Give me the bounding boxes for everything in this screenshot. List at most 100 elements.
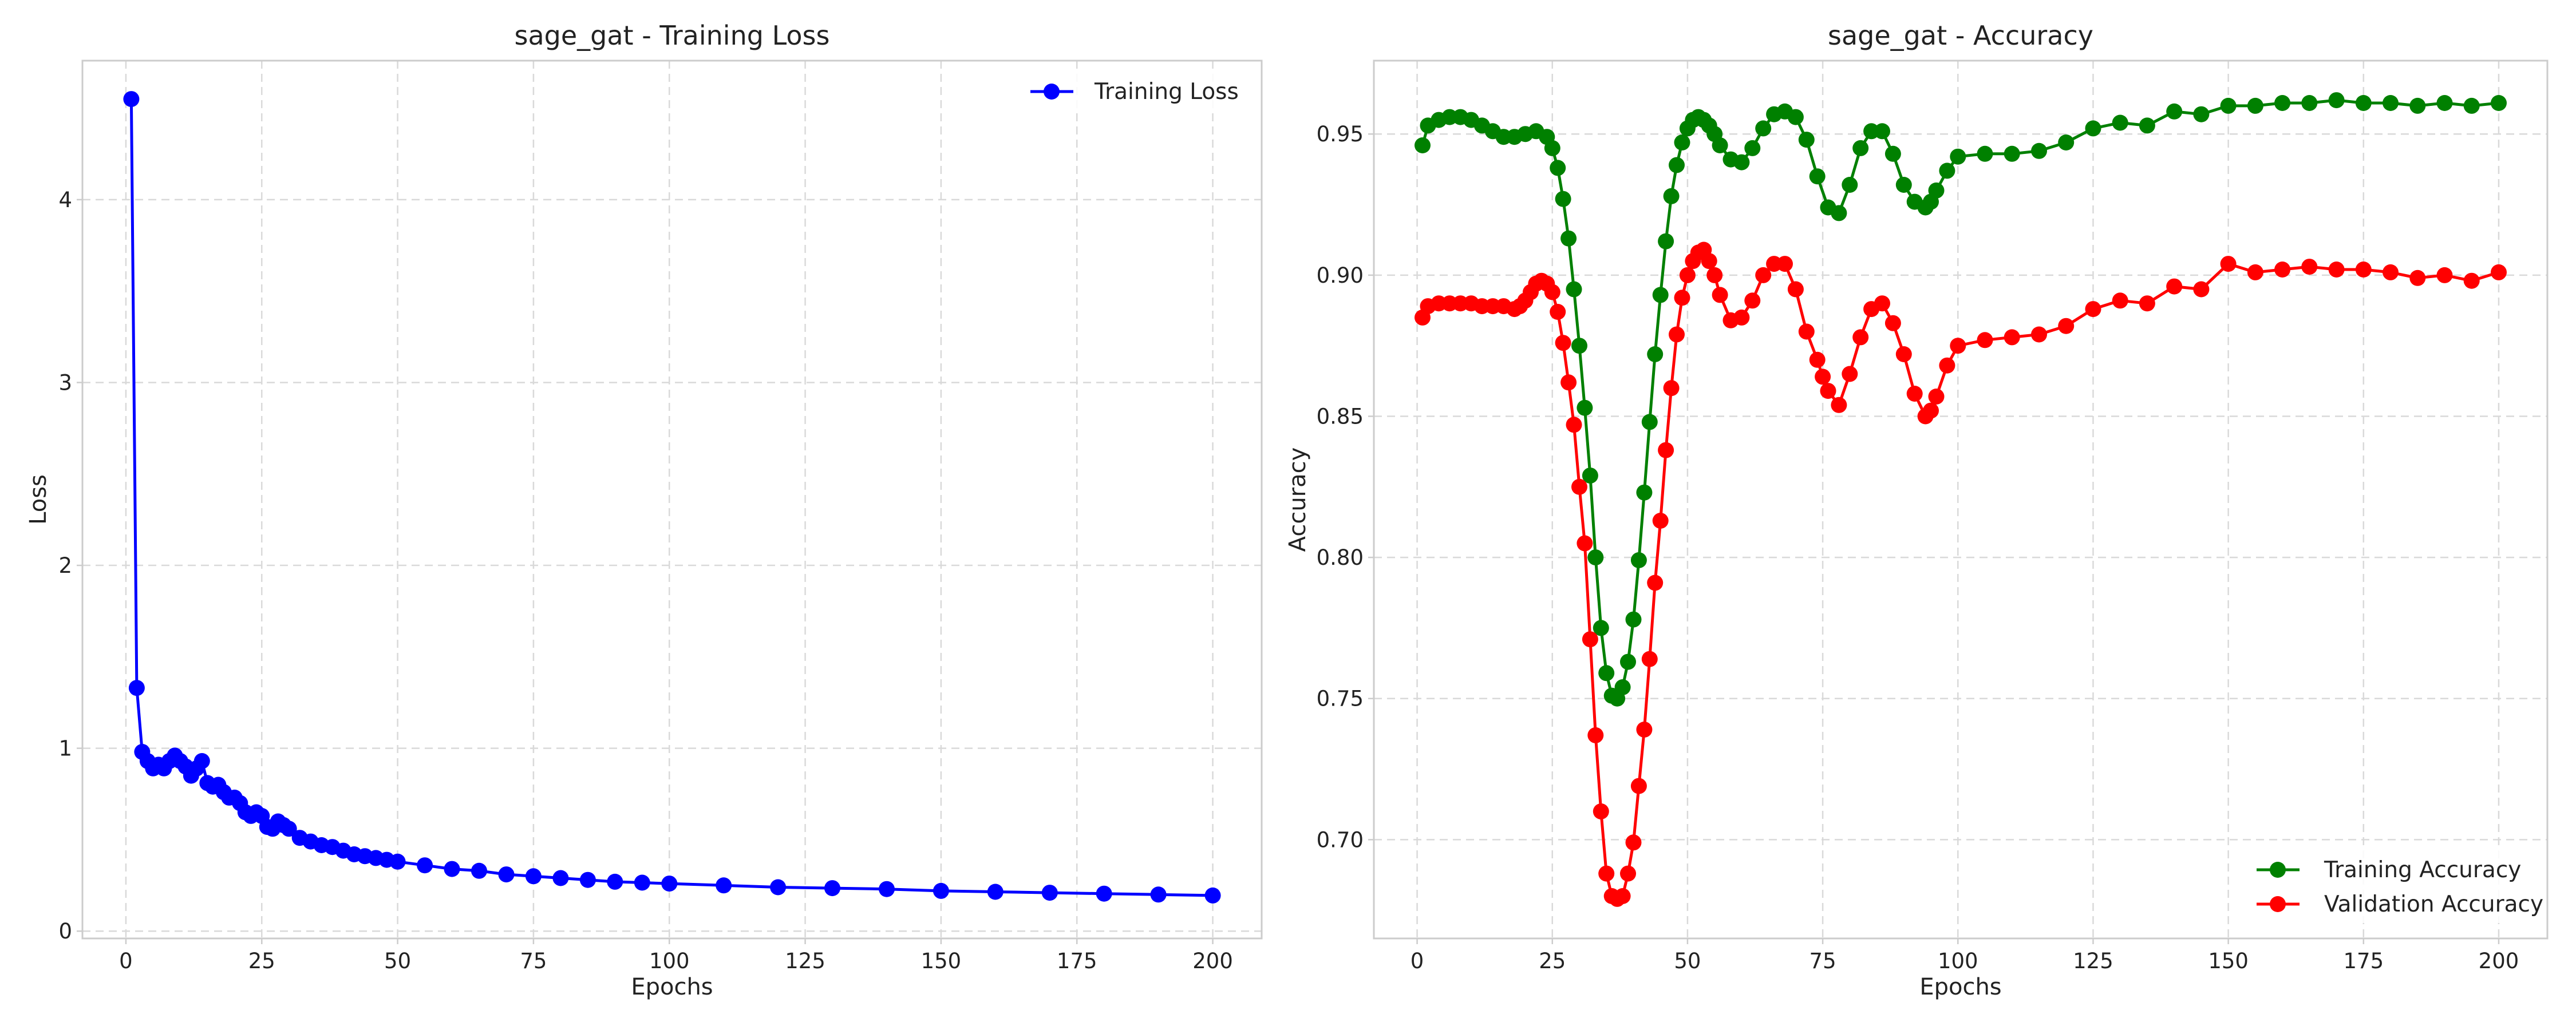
training-accuracy-point	[2085, 120, 2101, 137]
validation-accuracy-point	[2383, 264, 2399, 280]
axis-ticks: 0 25 50 75 100 125 150 175 200 0 1 2 3 4	[58, 188, 1232, 973]
training-accuracy-point	[2166, 103, 2183, 120]
y-tick-label: 0.70	[1317, 827, 1364, 852]
validation-accuracy-point	[1593, 803, 1609, 819]
validation-accuracy-point	[2328, 262, 2345, 278]
y-tick-label: 3	[58, 370, 72, 395]
series-layer	[123, 91, 1221, 904]
axis-ticks: 0 25 50 75 100 125 150 175 200 0.70 0.75 0.80 0.85 0.…	[1317, 122, 2519, 973]
x-tick-label: 25	[1539, 949, 1566, 973]
training-accuracy-point	[2004, 145, 2020, 162]
validation-accuracy-point	[1895, 346, 1912, 362]
validation-accuracy-point	[1571, 478, 1587, 495]
x-tick-label: 75	[1809, 949, 1836, 973]
training-loss-point	[607, 873, 623, 890]
validation-accuracy-point	[1939, 357, 1955, 374]
training-accuracy-point	[1928, 182, 1945, 199]
grid-lines	[82, 61, 1262, 938]
training-accuracy-point	[1641, 414, 1658, 430]
y-tick-label: 0.85	[1317, 404, 1364, 429]
validation-accuracy-point	[2301, 259, 2318, 275]
training-accuracy-point	[2301, 95, 2318, 111]
validation-accuracy-point	[1884, 315, 1901, 331]
validation-accuracy-point	[1636, 722, 1653, 738]
x-tick-label: 75	[520, 949, 547, 973]
training-loss-point	[128, 680, 145, 696]
training-accuracy-point	[2491, 95, 2507, 111]
validation-accuracy-point	[1625, 834, 1642, 851]
training-loss-point	[498, 866, 515, 883]
validation-accuracy-point	[2220, 256, 2237, 272]
training-loss-point	[193, 753, 210, 769]
training-accuracy-point	[1620, 653, 1636, 670]
validation-accuracy-point	[1744, 292, 1761, 309]
training-accuracy-point	[1577, 399, 1593, 416]
training-loss-point	[444, 861, 460, 877]
training-accuracy-point	[1809, 168, 1826, 185]
y-axis-label: Accuracy	[1285, 447, 1311, 552]
validation-accuracy-point	[1550, 304, 1566, 320]
training-loss-point	[716, 877, 732, 894]
validation-accuracy-point	[1663, 380, 1680, 397]
training-accuracy-point	[1831, 205, 1847, 221]
x-tick-label: 100	[1938, 949, 1978, 973]
validation-accuracy-point	[1852, 329, 1869, 346]
validation-accuracy-point	[2355, 262, 2372, 278]
training-loss-point	[770, 879, 787, 896]
training-loss-point	[552, 870, 569, 886]
x-tick-label: 125	[2073, 949, 2113, 973]
validation-accuracy-point	[1831, 397, 1847, 413]
x-tick-label: 0	[1411, 949, 1424, 973]
training-loss-point	[933, 882, 949, 899]
x-tick-label: 50	[384, 949, 411, 973]
plot-frame	[81, 60, 1263, 940]
x-tick-label: 25	[248, 949, 275, 973]
training-loss-point	[280, 821, 297, 837]
y-tick-label: 0.75	[1317, 687, 1364, 711]
training-accuracy-point	[1630, 552, 1647, 568]
validation-accuracy-point	[1614, 888, 1631, 904]
validation-accuracy-point	[1820, 383, 1836, 399]
training-accuracy-point	[1674, 134, 1690, 150]
validation-accuracy-point	[2166, 278, 2183, 295]
grid-lines	[1374, 61, 2547, 938]
training-loss-point	[1204, 887, 1221, 904]
training-accuracy-point	[1658, 233, 1674, 249]
x-axis-label: Epochs	[631, 974, 713, 1000]
validation-accuracy-point	[2031, 326, 2047, 343]
validation-accuracy-point	[1815, 369, 1831, 385]
legend-box	[2244, 846, 2542, 923]
training-loss-point	[987, 884, 1003, 900]
validation-accuracy-point	[1641, 651, 1658, 667]
validation-accuracy-point	[2409, 270, 2426, 286]
validation-accuracy-point	[2004, 329, 2020, 346]
legend-label-training-loss: Training Loss	[1094, 79, 1239, 105]
training-loss-chart: sage_gat - Training Loss 0 25 50 75 100 125 15…	[25, 20, 1263, 1000]
validation-accuracy-point	[1712, 287, 1728, 303]
validation-accuracy-point	[1630, 778, 1647, 794]
validation-accuracy-point	[1906, 386, 1923, 402]
chart-title: sage_gat - Accuracy	[1828, 20, 2093, 51]
y-tick-label: 0.95	[1317, 122, 1364, 146]
training-loss-point	[661, 876, 678, 892]
legend-marker-validation-accuracy	[2270, 896, 2286, 912]
legend-label-training-accuracy: Training Accuracy	[2324, 857, 2521, 883]
validation-accuracy-point	[1733, 309, 1750, 326]
training-accuracy-point	[1977, 145, 1993, 162]
x-axis-label: Epochs	[1919, 974, 2001, 1000]
legend-label-validation-accuracy: Validation Accuracy	[2324, 892, 2543, 917]
validation-accuracy-point	[1544, 284, 1560, 300]
training-accuracy-point	[1560, 230, 1577, 247]
validation-accuracy-point	[1777, 256, 1793, 272]
x-tick-label: 200	[2479, 949, 2519, 973]
validation-accuracy-point	[2274, 262, 2291, 278]
training-accuracy-point	[1842, 177, 1858, 193]
training-accuracy-point	[1744, 140, 1761, 156]
y-axis-label: Loss	[25, 474, 52, 525]
legend-marker-training-accuracy	[2270, 862, 2286, 878]
training-loss-point	[525, 868, 542, 885]
training-accuracy-point	[1884, 145, 1901, 162]
training-accuracy-point	[1550, 160, 1566, 176]
training-accuracy-point	[1614, 679, 1631, 695]
